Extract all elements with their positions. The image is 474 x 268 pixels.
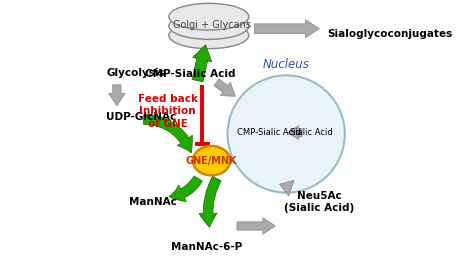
- Text: Glycolysis: Glycolysis: [106, 68, 165, 78]
- Ellipse shape: [169, 22, 249, 49]
- Text: ManNAc: ManNAc: [129, 197, 177, 207]
- Text: Sialoglycoconjugates: Sialoglycoconjugates: [328, 29, 453, 39]
- Text: Nucleus: Nucleus: [263, 58, 310, 71]
- Text: Feed back
Inhibition
of GNE: Feed back Inhibition of GNE: [137, 94, 198, 129]
- Ellipse shape: [193, 146, 230, 175]
- Text: Neu5Ac
(Sialic Acid): Neu5Ac (Sialic Acid): [284, 191, 355, 213]
- Text: ManNAc-6-P: ManNAc-6-P: [171, 242, 242, 252]
- Text: Golgi + Glycans: Golgi + Glycans: [173, 20, 251, 30]
- Ellipse shape: [228, 75, 345, 193]
- Text: UDP-GlcNAc: UDP-GlcNAc: [106, 112, 176, 122]
- Ellipse shape: [169, 3, 249, 30]
- Text: GNE/MNK: GNE/MNK: [186, 156, 237, 166]
- Text: CMP-Sialic Acid: CMP-Sialic Acid: [145, 69, 236, 79]
- Ellipse shape: [169, 13, 249, 39]
- Text: Sialic Acid: Sialic Acid: [290, 128, 333, 137]
- Text: CMP-Sialic Acid: CMP-Sialic Acid: [237, 128, 301, 137]
